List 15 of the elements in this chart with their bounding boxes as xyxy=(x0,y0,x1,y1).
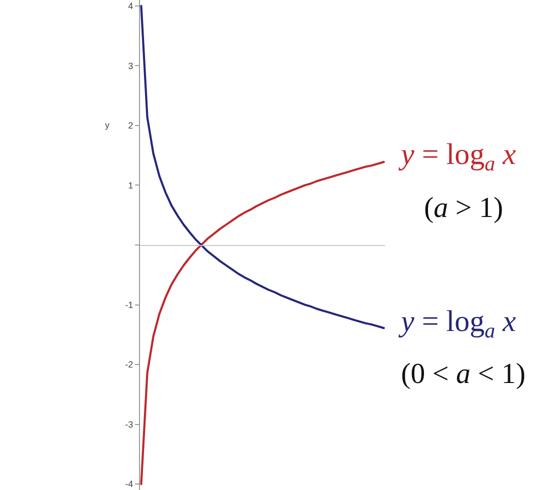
y-tick-label: -4 xyxy=(125,479,134,490)
y-tick-label: 3 xyxy=(128,60,134,71)
text: (a > 1) xyxy=(424,192,504,224)
series-label: y = log$_{a}$ x xyxy=(398,305,517,342)
line-series xyxy=(140,4,385,330)
y-tick-label: 2 xyxy=(128,120,134,131)
y-tick-label: -3 xyxy=(125,419,134,430)
y-tick-label: 1 xyxy=(128,180,134,190)
y-axis-title: y xyxy=(105,120,110,130)
line-series xyxy=(140,160,385,486)
y-tick-label: -1 xyxy=(125,300,134,310)
y-tick-label: -2 xyxy=(125,360,134,370)
series-label: y = log$_{a}$ x xyxy=(398,138,517,176)
y-tick-label: 4 xyxy=(128,1,134,12)
text: (0 < a < 1) xyxy=(401,358,526,390)
